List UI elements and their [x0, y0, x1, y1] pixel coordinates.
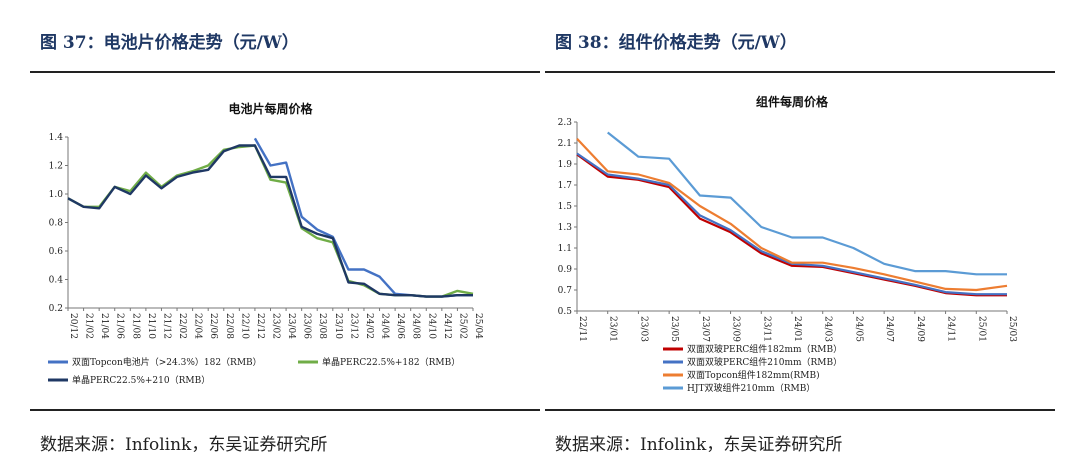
x-tick-label: 22/08 — [224, 313, 234, 339]
right-panel: 图 38：组件价格走势（元/W） 组件每周价格 0.5 0.7 0.9 1.1 1.3 1.… — [545, 0, 1065, 474]
x-tick-label: 24/09 — [915, 316, 925, 342]
x-tick-label: 24/12 — [442, 313, 452, 339]
y-tick-label: 1.4 — [49, 133, 64, 143]
series-line-2 — [67, 144, 474, 298]
x-tick-label: 23/06 — [302, 313, 312, 339]
y-tick-label: 1.1 — [558, 244, 572, 254]
y-tick-label: 1.3 — [558, 223, 573, 233]
y-tick-label: 1.9 — [558, 160, 573, 170]
legend-label-3: 双面Topcon组件182mm(RMB) — [687, 369, 820, 381]
y-tick-label: 1.5 — [558, 202, 573, 212]
x-tick-label: 25/01 — [976, 316, 986, 342]
top-rule — [30, 71, 540, 73]
x-tick-label: 24/01 — [792, 316, 802, 342]
x-tick-label: 24/03 — [823, 316, 833, 342]
x-tick-label: 23/02 — [271, 313, 281, 339]
x-tick-label: 23/03 — [638, 316, 648, 342]
x-tick-label: 23/12 — [348, 313, 358, 339]
x-tick-label: 24/07 — [884, 316, 894, 342]
series-line-4 — [607, 131, 1007, 276]
x-tick-label: 23/11 — [761, 316, 771, 342]
series-line-3 — [576, 138, 1008, 292]
x-tick-label: 24/11 — [946, 316, 956, 342]
x-tick-label: 22/02 — [177, 313, 187, 339]
x-tick-label: 22/04 — [193, 313, 203, 339]
y-tick-label: 0.5 — [558, 307, 573, 317]
x-tick-label: 22/12 — [255, 313, 265, 339]
x-tick-label: 21/06 — [115, 313, 125, 339]
figure-title: 图 37：电池片价格走势（元/W） — [40, 33, 299, 53]
x-tick-label: 23/09 — [731, 316, 741, 342]
chart-title: 组件每周价格 — [756, 94, 829, 109]
x-tick-label: 21/02 — [84, 313, 94, 339]
legend-label-2: 单晶PERC22.5%+182（RMB） — [322, 356, 460, 368]
x-tick-label: 23/07 — [700, 316, 710, 342]
y-tick-label: 0.4 — [49, 276, 64, 286]
y-tick-label: 0.8 — [49, 219, 64, 229]
legend-label-1: 双面Topcon电池片（>24.3%）182（RMB） — [72, 356, 262, 368]
y-tick-label: 0.2 — [49, 304, 63, 314]
x-tick-label: 23/04 — [286, 313, 296, 339]
x-tick-label: 25/02 — [457, 313, 467, 339]
x-tick-label: 23/08 — [317, 313, 327, 339]
y-tick-label: 1.0 — [49, 190, 64, 200]
x-tick-label: 24/02 — [364, 313, 374, 339]
x-tick-label: 21/04 — [99, 313, 109, 339]
x-tick-label: 21/12 — [161, 313, 171, 339]
x-tick-label: 23/01 — [608, 316, 618, 342]
series-line-3 — [67, 144, 473, 298]
x-tick-label: 24/04 — [380, 313, 390, 339]
bottom-rule — [30, 409, 540, 411]
y-tick-label: 2.1 — [558, 139, 572, 149]
left-panel: 图 37：电池片价格走势（元/W） 电池片每周价格 0.2 0.4 0.6 0.8 1.0… — [30, 0, 550, 474]
x-tick-label: 25/03 — [1007, 316, 1017, 342]
cell-price-chart: 电池片每周价格 0.2 0.4 0.6 0.8 1.0 1.2 1.4 20/12 21/02 21… — [48, 101, 483, 386]
y-tick-label: 2.3 — [558, 118, 573, 128]
chart-title: 电池片每周价格 — [228, 101, 313, 116]
x-tick-label: 21/10 — [146, 313, 156, 339]
legend-label-1: 双面双玻PERC组件182mm（RMB） — [687, 343, 842, 355]
x-tick-label: 22/06 — [208, 313, 218, 339]
x-tick-label: 24/08 — [411, 313, 421, 339]
legend-label-2: 双面双玻PERC组件210mm（RMB） — [687, 356, 842, 368]
x-tick-label: 23/05 — [669, 316, 679, 342]
y-tick-label: 1.2 — [49, 162, 63, 172]
x-tick-label: 22/10 — [239, 313, 249, 339]
legend-label-3: 单晶PERC22.5%+210（RMB） — [72, 374, 210, 386]
x-tick-label: 24/10 — [426, 313, 436, 339]
figure-title: 图 38：组件价格走势（元/W） — [555, 33, 797, 53]
source-note: 数据来源：Infolink，东吴证券研究所 — [555, 435, 843, 455]
module-price-chart: 组件每周价格 0.5 0.7 0.9 1.1 1.3 1.5 1.7 1.9 2.1 2.3 22/1… — [558, 94, 1017, 394]
x-tick-label: 25/04 — [473, 313, 483, 339]
x-tick-label: 21/08 — [130, 313, 140, 339]
y-tick-label: 1.7 — [558, 181, 573, 191]
x-tick-label: 24/05 — [853, 316, 863, 342]
x-tick-label: 24/06 — [395, 313, 405, 339]
bottom-rule — [545, 409, 1055, 411]
x-tick-label: 20/12 — [68, 313, 78, 339]
y-tick-label: 0.6 — [49, 247, 64, 257]
y-tick-label: 0.9 — [558, 265, 573, 275]
series-line-1 — [253, 137, 473, 298]
x-tick-label: 23/10 — [333, 313, 343, 339]
top-rule — [545, 71, 1055, 73]
legend-label-4: HJT双玻组件210mm（RMB） — [687, 382, 815, 394]
x-tick-label: 22/11 — [577, 316, 587, 342]
source-note: 数据来源：Infolink，东吴证券研究所 — [40, 435, 328, 455]
y-tick-label: 0.7 — [558, 286, 573, 296]
